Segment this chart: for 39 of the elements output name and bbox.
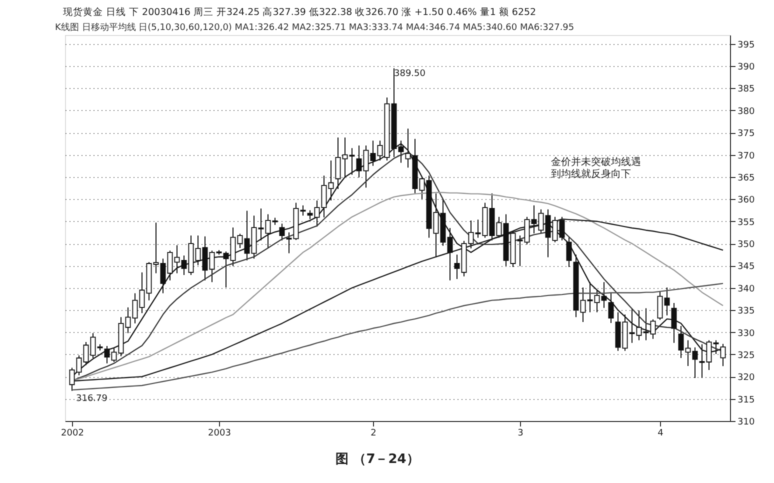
x-tick-label: 3 — [518, 428, 524, 438]
chart-subtitle: K线图 日移动平均线 日(5,10,30,60,120,0) MA1:326.42 MA2:325.71 MA3:333.74 MA4:346.74 MA5:340.60 MA6:327.95 — [55, 22, 574, 33]
x-tick-label: 4 — [658, 428, 664, 438]
y-tick-label: 350 — [738, 240, 755, 250]
y-tick-label: 390 — [738, 62, 755, 73]
text: 图 （7－24） — [336, 452, 420, 467]
candlestick — [608, 292, 614, 324]
y-tick-label: 320 — [738, 373, 755, 384]
candlestick — [181, 255, 187, 276]
y-tick-label: 340 — [738, 284, 755, 294]
y-tick-label: 325 — [738, 350, 755, 361]
y-tick-label: 335 — [738, 306, 755, 317]
y-tick-label: 385 — [738, 84, 755, 95]
candlestick — [167, 250, 173, 281]
y-tick-label: 345 — [738, 262, 755, 272]
x-tick-label: 2002 — [61, 428, 84, 438]
y-tick-label: 370 — [738, 151, 755, 162]
annotation: 389.50 — [394, 69, 426, 79]
annotation: 金价并未突破均线遇到均线就反身向下 — [551, 156, 641, 180]
chart-title: 现货黄金 日线 下 20030416 周三 开324.25 高327.39 低322.38 收326.70 涨 +1.50 0.46% 量1 额 6252 — [63, 6, 536, 18]
y-tick-label: 310 — [738, 418, 755, 428]
y-tick-label: 395 — [738, 40, 755, 50]
y-tick-label: 360 — [738, 196, 755, 206]
y-tick-label: 380 — [738, 106, 755, 117]
candlestick — [566, 236, 572, 268]
y-tick-label: 375 — [738, 129, 755, 140]
y-tick-label: 330 — [738, 328, 755, 339]
y-tick-label: 355 — [738, 218, 755, 228]
y-tick-label: 315 — [738, 395, 755, 406]
x-tick-label: 2 — [370, 428, 376, 438]
annotation: 316.79 — [76, 394, 108, 404]
line-series — [71, 282, 724, 391]
candlestick — [153, 222, 159, 274]
x-tick-label: 2003 — [208, 428, 231, 438]
candlestick — [279, 223, 285, 241]
candlestick — [139, 272, 145, 314]
y-tick-label: 365 — [738, 173, 755, 184]
candlestick — [160, 258, 166, 294]
candlestick — [671, 302, 677, 344]
